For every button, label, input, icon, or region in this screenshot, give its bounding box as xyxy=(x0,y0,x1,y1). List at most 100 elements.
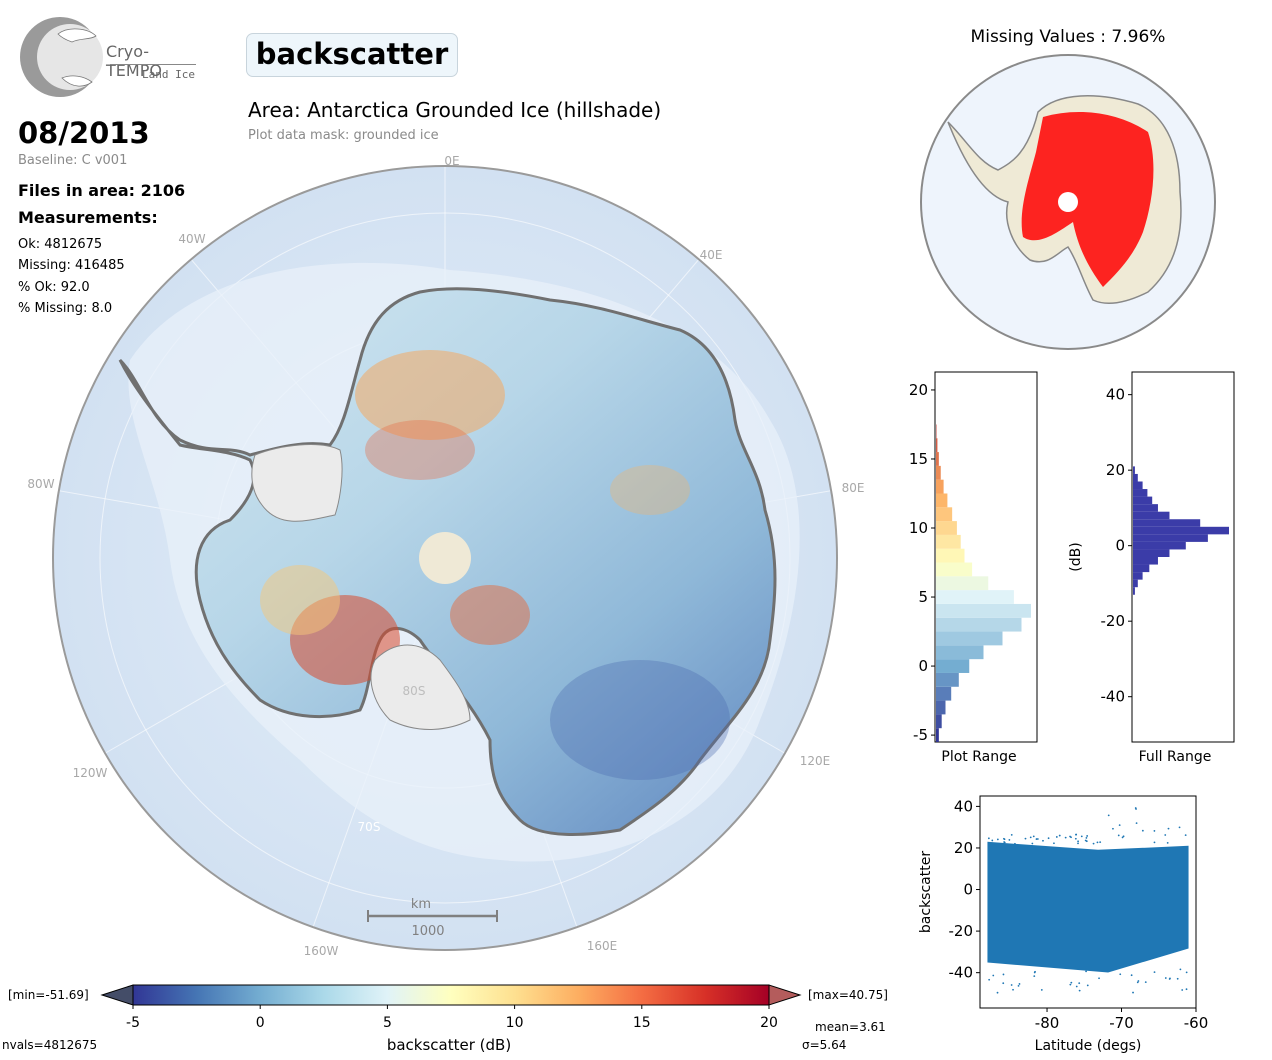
scatter-outlier-point xyxy=(1118,824,1121,827)
missing-values-title: Missing Values : 7.96% xyxy=(970,27,1166,47)
scatter-outlier-point xyxy=(1084,839,1087,842)
hist-plot-range-bar xyxy=(936,603,1031,618)
scatter-outlier-point xyxy=(1008,839,1011,841)
warm-patch-queen-maud xyxy=(355,350,505,440)
scatter-outlier-point xyxy=(1135,822,1138,825)
scatter-outlier-point xyxy=(1075,985,1078,988)
measurements-ok: Ok: 4812675 xyxy=(18,237,103,252)
scatter-outlier-point xyxy=(1010,984,1013,986)
hist-plot-range-bar xyxy=(936,590,1014,604)
scatter-x-tick-label: -60 xyxy=(1184,1014,1209,1032)
scatter-outlier-point xyxy=(1018,983,1021,985)
scatter-outlier-point xyxy=(1132,991,1134,994)
main-map: 0E 40E 80E 120E 160E 160W 120W 80W 40W 8… xyxy=(27,154,864,958)
cool-patch-wilkes xyxy=(550,660,730,780)
scatter-outlier-point xyxy=(1135,808,1137,810)
hist-plot-range-bar xyxy=(936,479,944,494)
lon-label-0e: 0E xyxy=(444,154,459,168)
lat-label-80s: 80S xyxy=(403,684,426,698)
lat-label-70s: 70S xyxy=(358,820,381,834)
parameter-title: backscatter xyxy=(246,33,458,77)
lon-label-40w: 40W xyxy=(178,232,205,246)
pole-hole xyxy=(419,532,471,584)
missing-values-pole xyxy=(1058,192,1078,212)
scatter-outlier-point xyxy=(1033,975,1036,978)
warm-patch-transantarctic xyxy=(450,585,530,645)
hist-plot-range-bar xyxy=(936,700,946,715)
logo-subtitle: Land Ice xyxy=(142,68,195,81)
scatter-outlier-point xyxy=(1058,834,1061,837)
hist-plot-range-tick-label: 10 xyxy=(909,519,928,537)
scatter-outlier-point xyxy=(1178,826,1181,829)
hist-full-range-tick-label: 0 xyxy=(1115,537,1125,555)
scatter-x-tick-label: -70 xyxy=(1109,1014,1134,1032)
colorbar-max-arrow xyxy=(768,984,802,1006)
scatter-outlier-point xyxy=(1096,841,1099,844)
hist-plot-range-bar xyxy=(936,728,939,742)
hist-full-range-bar xyxy=(1133,519,1201,527)
scatter-outlier-point xyxy=(1042,839,1044,842)
scatter-outlier-point xyxy=(1141,829,1144,832)
scatter-outlier-point xyxy=(1069,983,1072,986)
scatter-outlier-point xyxy=(1085,970,1087,973)
scatter-outlier-point xyxy=(1053,842,1055,845)
scatter-outlier-point xyxy=(1164,977,1167,979)
logo-name: Cryo-TEMPO xyxy=(106,42,162,80)
hist-full-range-tick-label: -20 xyxy=(1101,612,1126,630)
scatter-outlier-point xyxy=(996,838,999,841)
hist-full-range-bar xyxy=(1133,511,1170,520)
hist-plot-range-bar xyxy=(936,631,1003,646)
hist-plot-range-bar xyxy=(936,714,942,729)
scatter-outlier-point xyxy=(1031,842,1034,845)
scatter-outlier-point xyxy=(1047,837,1050,840)
scatter-outlier-point xyxy=(1040,989,1043,991)
hist-plot-range-bar xyxy=(936,521,957,535)
hist-plot-range-bar xyxy=(936,452,939,466)
scatter-outlier-point xyxy=(1099,841,1102,844)
hist-plot-range-bar xyxy=(936,548,965,563)
hist-full-range-bar xyxy=(1133,526,1229,535)
scatter-y-tick-label: 40 xyxy=(954,797,973,815)
hist-full-range-bar xyxy=(1133,549,1170,557)
warm-patch-west xyxy=(260,565,340,635)
hist-plot-range-bar xyxy=(936,659,970,673)
lon-label-120e: 120E xyxy=(800,754,831,768)
measurements-heading: Measurements: xyxy=(18,208,158,227)
colorbar-label: backscatter (dB) xyxy=(387,1036,511,1054)
scatter-outlier-point xyxy=(1153,830,1156,832)
colorbar-tick-label: 10 xyxy=(506,1015,524,1031)
hist-full-range-bar xyxy=(1133,504,1158,512)
hist-full-range-bar xyxy=(1133,473,1138,482)
scatter-outlier-point xyxy=(1003,838,1006,841)
scatter-outlier-point xyxy=(1181,989,1184,991)
scatter-outlier-point xyxy=(1078,982,1081,985)
hist-plot-range-xlabel: Plot Range xyxy=(941,749,1016,765)
missing-values-map xyxy=(920,54,1216,350)
hist-plot-range-tick-label: 5 xyxy=(918,588,928,606)
scatter-plot: 40 20 0 -20 -40 -80 -70 -60 backscatter Latitud… xyxy=(918,795,1209,1054)
colorbar-sigma: σ=5.64 xyxy=(802,1038,846,1052)
ross-ice-shelf xyxy=(370,644,471,730)
scatter-y-tick-label: -40 xyxy=(949,964,974,982)
scatter-outlier-point xyxy=(1144,981,1147,984)
logo-emblem xyxy=(20,17,103,97)
colorbar: -5 0 5 10 15 20 [min=-51.69] [max=40.75] back… xyxy=(2,984,888,1054)
hist-full-range-bar xyxy=(1133,496,1153,505)
scatter-ylabel: backscatter xyxy=(918,851,934,933)
lon-label-80w: 80W xyxy=(27,477,54,491)
colorbar-max-label: [max=40.75] xyxy=(808,988,888,1002)
hist-plot-range-bar xyxy=(936,507,953,522)
scatter-outlier-point xyxy=(1130,974,1133,977)
colorbar-min-arrow xyxy=(100,984,134,1006)
scatter-outlier-point xyxy=(1112,827,1114,830)
hist-plot-range-bars xyxy=(936,424,1031,742)
hist-full-range-bars xyxy=(1133,466,1229,595)
scatter-outlier-point xyxy=(1080,835,1083,838)
logo-divider xyxy=(110,64,196,65)
scatter-outlier-point xyxy=(1036,838,1039,840)
hist-full-range-tick-label: 20 xyxy=(1106,461,1125,479)
colorbar-tick-label: 20 xyxy=(760,1015,778,1031)
scatter-outlier-point xyxy=(1074,837,1077,840)
scatter-outlier-point xyxy=(1077,840,1079,843)
hist-full-range-bar xyxy=(1133,587,1135,595)
